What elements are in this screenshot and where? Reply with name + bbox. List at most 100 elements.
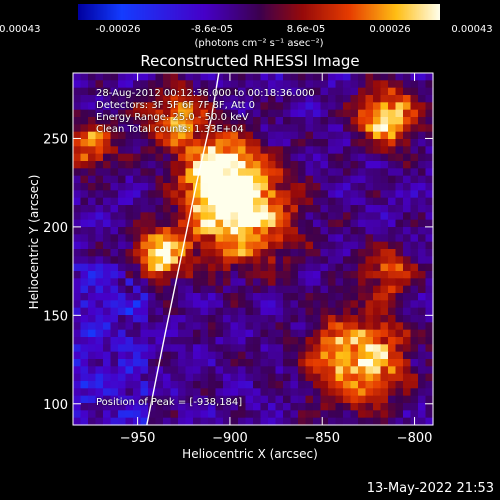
heatmap-cell bbox=[283, 205, 292, 213]
heatmap-cell bbox=[140, 403, 149, 411]
heatmap-cell bbox=[365, 410, 374, 419]
heatmap-cell bbox=[290, 161, 299, 169]
heatmap-cell bbox=[418, 315, 427, 323]
heatmap-cell bbox=[373, 373, 382, 382]
heatmap-cell bbox=[238, 95, 247, 103]
heatmap-cell bbox=[418, 373, 427, 382]
heatmap-cell bbox=[335, 263, 344, 272]
heatmap-cell bbox=[343, 351, 352, 360]
heatmap-cell bbox=[230, 351, 239, 360]
heatmap-cell bbox=[215, 241, 224, 250]
heatmap-cell bbox=[403, 329, 412, 338]
heatmap-cell bbox=[275, 256, 284, 265]
heatmap-cell bbox=[373, 403, 382, 411]
heatmap-cell bbox=[215, 205, 224, 213]
heatmap-cell bbox=[133, 410, 142, 419]
heatmap-cell bbox=[268, 256, 277, 265]
heatmap-cell bbox=[328, 161, 337, 169]
heatmap-cell bbox=[200, 102, 209, 111]
heatmap-cell bbox=[178, 403, 187, 411]
heatmap-cell bbox=[305, 168, 314, 177]
heatmap-cell bbox=[245, 322, 254, 331]
heatmap-cell bbox=[275, 388, 284, 397]
heatmap-cell bbox=[373, 117, 382, 125]
heatmap-cell bbox=[380, 227, 389, 235]
heatmap-cell bbox=[140, 168, 149, 177]
heatmap-cell bbox=[170, 175, 179, 184]
heatmap-cell bbox=[155, 131, 164, 140]
heatmap-cell bbox=[80, 315, 89, 323]
heatmap-cell bbox=[245, 366, 254, 375]
heatmap-cell bbox=[335, 351, 344, 360]
heatmap-cell bbox=[388, 219, 397, 228]
heatmap-cell bbox=[73, 227, 82, 235]
heatmap-cell bbox=[170, 131, 179, 140]
heatmap-cell bbox=[343, 219, 352, 228]
heatmap-cell bbox=[410, 102, 419, 111]
heatmap-cell bbox=[425, 366, 434, 375]
heatmap-cell bbox=[80, 410, 89, 419]
heatmap-cell bbox=[185, 139, 194, 147]
heatmap-cell bbox=[268, 263, 277, 272]
heatmap-cell bbox=[73, 322, 82, 331]
heatmap-cell bbox=[403, 227, 412, 235]
heatmap-cell bbox=[73, 87, 82, 96]
heatmap-cell bbox=[200, 212, 209, 221]
heatmap-cell bbox=[133, 95, 142, 103]
heatmap-cell bbox=[133, 337, 142, 345]
heatmap-cell bbox=[335, 205, 344, 213]
heatmap-cell bbox=[230, 285, 239, 294]
heatmap-cell bbox=[155, 263, 164, 272]
heatmap-cell bbox=[320, 417, 329, 426]
heatmap-cell bbox=[80, 256, 89, 265]
heatmap-cell bbox=[215, 87, 224, 96]
heatmap-cell bbox=[290, 131, 299, 140]
heatmap-cell bbox=[148, 234, 157, 243]
heatmap-cell bbox=[185, 271, 194, 279]
heatmap-cell bbox=[88, 359, 97, 367]
heatmap-cell bbox=[155, 344, 164, 353]
heatmap-cell bbox=[223, 124, 232, 133]
heatmap-cell bbox=[275, 337, 284, 345]
heatmap-cell bbox=[290, 417, 299, 426]
heatmap-cell bbox=[200, 109, 209, 118]
heatmap-cell bbox=[343, 388, 352, 397]
heatmap-cell bbox=[140, 124, 149, 133]
heatmap-cell bbox=[395, 329, 404, 338]
heatmap-cell bbox=[185, 73, 194, 81]
heatmap-cell bbox=[88, 212, 97, 221]
heatmap-cell bbox=[290, 344, 299, 353]
heatmap-cell bbox=[373, 256, 382, 265]
heatmap-cell bbox=[200, 359, 209, 367]
heatmap-cell bbox=[395, 190, 404, 199]
heatmap-cell bbox=[163, 205, 172, 213]
heatmap-cell bbox=[380, 366, 389, 375]
heatmap-cell bbox=[110, 161, 119, 169]
heatmap-cell bbox=[343, 131, 352, 140]
heatmap-cell bbox=[88, 95, 97, 103]
heatmap-cell bbox=[155, 175, 164, 184]
heatmap-cell bbox=[320, 256, 329, 265]
heatmap-cell bbox=[298, 197, 307, 206]
heatmap-cell bbox=[335, 241, 344, 250]
heatmap-cell bbox=[313, 109, 322, 118]
heatmap-cell bbox=[133, 359, 142, 367]
heatmap-cell bbox=[425, 109, 434, 118]
heatmap-cell bbox=[425, 337, 434, 345]
heatmap-cell bbox=[358, 249, 367, 257]
heatmap-cell bbox=[320, 190, 329, 199]
heatmap-cell bbox=[223, 146, 232, 155]
heatmap-cell bbox=[230, 263, 239, 272]
heatmap-cell bbox=[103, 322, 112, 331]
heatmap-cell bbox=[193, 73, 202, 81]
heatmap-cell bbox=[305, 417, 314, 426]
heatmap-cell bbox=[80, 102, 89, 111]
heatmap-cell bbox=[320, 153, 329, 162]
heatmap-cell bbox=[193, 80, 202, 89]
heatmap-cell bbox=[425, 124, 434, 133]
heatmap-cell bbox=[238, 190, 247, 199]
heatmap-cell bbox=[95, 146, 104, 155]
heatmap-cell bbox=[260, 161, 269, 169]
heatmap-cell bbox=[283, 219, 292, 228]
heatmap-cell bbox=[185, 381, 194, 389]
